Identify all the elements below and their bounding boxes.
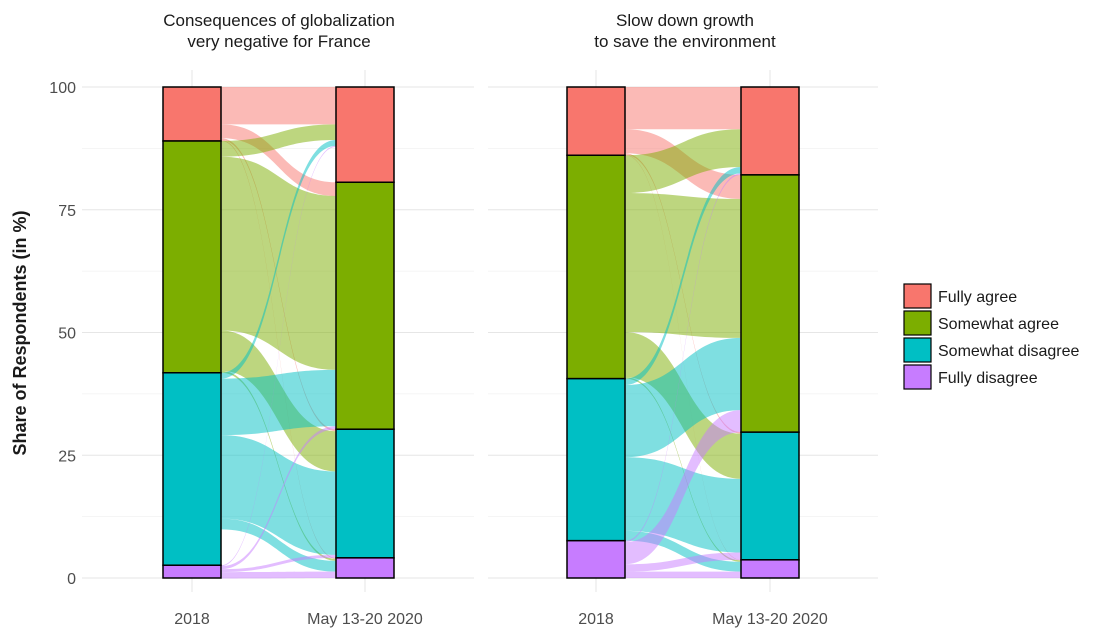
flow-somewhat-disagree-to-somewhat-agree xyxy=(221,369,336,436)
x-tick-label: May 13-20 2020 xyxy=(307,611,423,628)
bar-segment-2018-somewhat-agree xyxy=(566,154,626,380)
panel-2: Slow down growth to save the environment 2… xyxy=(488,11,878,628)
flow-fully-agree-to-fully-agree xyxy=(221,87,336,125)
chart-panels: Consequences of globalization very negati… xyxy=(49,11,878,628)
flows xyxy=(625,87,741,578)
panel-title-line: very negative for France xyxy=(187,32,370,51)
flow-fully-disagree-to-fully-agree xyxy=(221,145,336,567)
bar-segment-2020-somewhat-agree xyxy=(740,174,800,433)
y-tick-label: 100 xyxy=(49,80,76,97)
bar-segment-2020-somewhat-disagree xyxy=(740,431,800,561)
bar-segment-2020-fully-agree xyxy=(335,86,395,184)
flows xyxy=(221,87,336,579)
flow-somewhat-agree-to-somewhat-agree xyxy=(221,156,336,370)
legend-label-somewhat-disagree: Somewhat disagree xyxy=(938,343,1080,360)
legend-label-somewhat-agree: Somewhat agree xyxy=(938,316,1059,333)
flow-somewhat-disagree-to-fully-agree xyxy=(221,140,336,379)
panel-title-line: Slow down growth xyxy=(616,11,754,30)
legend-swatch-somewhat-agree xyxy=(903,310,932,336)
y-tick-label: 0 xyxy=(67,571,76,588)
stacked-bars xyxy=(162,86,395,579)
flow-somewhat-disagree-to-somewhat-disagree xyxy=(221,435,336,555)
flow-somewhat-disagree-to-somewhat-agree xyxy=(625,337,741,458)
panel-1: Consequences of globalization very negati… xyxy=(49,11,474,628)
panel-title-line: to save the environment xyxy=(594,32,776,51)
bar-segment-2020-fully-disagree xyxy=(740,559,800,579)
x-tick-label: May 13-20 2020 xyxy=(712,611,828,628)
flow-somewhat-agree-to-somewhat-agree xyxy=(625,193,741,338)
bar-segment-2018-somewhat-disagree xyxy=(566,377,626,542)
x-tick-label: 2018 xyxy=(578,611,614,628)
legend-swatch-fully-disagree xyxy=(903,364,932,390)
flow-fully-agree-to-fully-agree xyxy=(625,87,741,130)
legend-label-fully-agree: Fully agree xyxy=(938,289,1017,306)
bar-segment-2018-fully-disagree xyxy=(162,564,222,579)
bar-segment-2020-fully-disagree xyxy=(335,557,395,579)
flow-somewhat-disagree-to-fully-agree xyxy=(625,167,741,386)
bar-segment-2018-somewhat-disagree xyxy=(162,372,222,566)
bar-segment-2020-fully-agree xyxy=(740,86,800,176)
panel-title: Slow down growth to save the environment xyxy=(594,11,776,51)
bar-segment-2020-somewhat-agree xyxy=(335,181,395,430)
y-tick-label: 50 xyxy=(58,326,76,343)
stacked-bars xyxy=(566,86,800,579)
panel-title-line: Consequences of globalization xyxy=(163,11,395,30)
panel-title: Consequences of globalization very negati… xyxy=(163,11,395,51)
bar-segment-2018-fully-agree xyxy=(162,86,222,142)
y-tick-label: 25 xyxy=(58,448,76,465)
flow-fully-disagree-to-somewhat-agree xyxy=(221,426,336,570)
flow-fully-disagree-to-somewhat-agree xyxy=(625,410,741,565)
legend: Fully agree Somewhat agree Somewhat disagr… xyxy=(903,283,1080,390)
bar-segment-2018-somewhat-agree xyxy=(162,140,222,374)
flow-fully-disagree-to-somewhat-disagree xyxy=(625,552,741,572)
legend-swatch-fully-agree xyxy=(903,283,932,309)
bar-segment-2018-fully-disagree xyxy=(566,539,626,579)
flow-fully-disagree-to-fully-disagree xyxy=(625,571,741,578)
legend-label-fully-disagree: Fully disagree xyxy=(938,370,1038,387)
flow-somewhat-agree-to-fully-agree xyxy=(625,129,741,194)
flow-fully-disagree-to-fully-agree xyxy=(625,173,741,543)
flow-fully-disagree-to-fully-disagree xyxy=(221,571,336,579)
flow-somewhat-agree-to-fully-agree xyxy=(221,124,336,157)
bar-segment-2018-fully-agree xyxy=(566,86,626,156)
legend-swatch-somewhat-disagree xyxy=(903,337,932,363)
bar-segment-2020-somewhat-disagree xyxy=(335,428,395,559)
y-tick-label: 75 xyxy=(58,203,76,220)
flow-fully-disagree-to-somewhat-disagree xyxy=(221,554,336,573)
y-axis-label: Share of Respondents (in %) xyxy=(10,210,30,455)
x-tick-label: 2018 xyxy=(174,611,210,628)
